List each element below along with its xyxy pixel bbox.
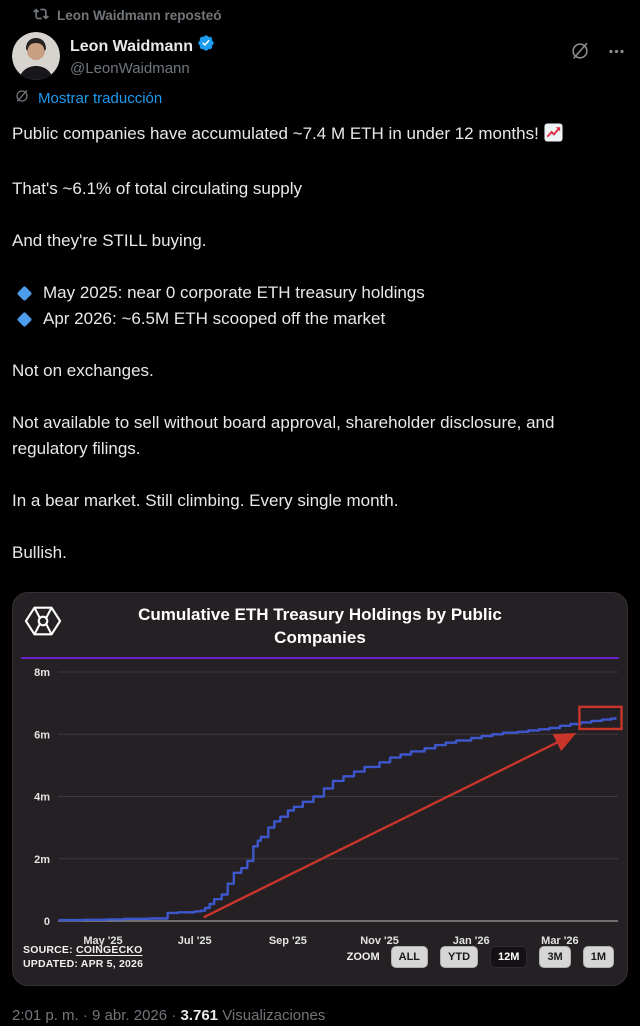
trend-arrow: [203, 733, 577, 919]
chart-header: Cumulative ETH Treasury Holdings by Publ…: [13, 593, 627, 651]
x-tick-label: Jan '26: [453, 935, 490, 947]
paragraph-6: In a bear market. Still climbing. Every …: [12, 491, 399, 510]
y-tick-label: 0: [44, 916, 50, 928]
chart-source: SOURCE: COINGECKO UPDATED: APR 5, 2026: [23, 944, 144, 970]
zoom-all-button[interactable]: ALL: [390, 946, 429, 968]
translate-label: Mostrar traducción: [38, 89, 163, 107]
repost-label: Leon Waidmann reposteó: [57, 8, 222, 23]
user-names: Leon Waidmann @LeonWaidmann: [70, 32, 569, 79]
highlight-box: [578, 705, 623, 731]
repost-icon: [33, 6, 49, 25]
translate-link[interactable]: Mostrar traducción: [14, 88, 628, 108]
chart-updated: UPDATED: APR 5, 2026: [23, 958, 144, 970]
zoom-buttons: ALL YTD 12M 3M 1M: [390, 946, 614, 968]
blue-diamond-icon: [16, 311, 33, 327]
zoom-1m-button[interactable]: 1M: [582, 946, 614, 968]
paragraph-4: Not on exchanges.: [12, 361, 154, 380]
x-tick-label: Sep '25: [269, 935, 307, 947]
verified-badge-icon: [197, 34, 215, 58]
treasury-holdings-chart: 8m 6m 4m 2m 0 May '25 Jul '25 Sep '25 Nov '25 Jan…: [34, 667, 623, 947]
tweet-meta: 2:01 p. m. · 9 abr. 2026 · 3.761 Visuali…: [12, 1007, 326, 1024]
views-label: Visualizaciones: [222, 1007, 326, 1024]
source-link: COINGECKO: [75, 944, 143, 956]
x-tick-label: May '25: [83, 935, 122, 947]
y-tick-label: 8m: [34, 667, 50, 679]
header-actions: [569, 32, 628, 67]
y-tick-label: 2m: [34, 854, 50, 866]
x-tick-label: Mar '26: [541, 935, 578, 947]
grok-translate-icon: [14, 88, 30, 108]
chart-title: Cumulative ETH Treasury Holdings by Publ…: [138, 605, 502, 647]
chart-logo-icon: [24, 602, 62, 645]
y-tick-label: 6m: [34, 729, 50, 741]
chart-footer: SOURCE: COINGECKO UPDATED: APR 5, 2026 Z…: [13, 943, 627, 971]
tweet-body: Public companies have accumulated ~7.4 M…: [12, 121, 628, 566]
bullet-item: Apr 2026: ~6.5M ETH scooped off the mark…: [12, 306, 628, 332]
holdings-line: [58, 716, 617, 922]
chart-media-card[interactable]: Cumulative ETH Treasury Holdings by Publ…: [12, 592, 628, 986]
paragraph-7: Bullish.: [12, 543, 67, 562]
chart-divider: [21, 657, 619, 659]
display-name[interactable]: Leon Waidmann: [70, 37, 193, 55]
zoom-3m-button[interactable]: 3M: [539, 946, 571, 968]
bullet-text: May 2025: near 0 corporate ETH treasury …: [43, 283, 425, 302]
blue-diamond-icon: [16, 285, 33, 301]
views-count: 3.761: [180, 1007, 219, 1024]
paragraph-5: Not available to sell without board appr…: [12, 413, 555, 458]
x-tick-label: Jul '25: [178, 935, 212, 947]
tweet-date: 9 abr. 2026: [92, 1007, 168, 1024]
avatar[interactable]: [12, 32, 60, 80]
grok-button[interactable]: [569, 40, 591, 67]
user-header: Leon Waidmann @LeonWaidmann: [12, 32, 628, 80]
paragraph-1: Public companies have accumulated ~7.4 M…: [12, 121, 628, 150]
zoom-controls: ZOOM ALL YTD 12M 3M 1M: [347, 946, 614, 968]
paragraph-3: And they're STILL buying.: [12, 231, 207, 250]
bullet-text: Apr 2026: ~6.5M ETH scooped off the mark…: [43, 309, 386, 328]
y-tick-label: 4m: [34, 792, 50, 804]
bullet-item: May 2025: near 0 corporate ETH treasury …: [12, 280, 628, 306]
user-handle[interactable]: @LeonWaidmann: [70, 60, 190, 77]
zoom-ytd-button[interactable]: YTD: [440, 946, 479, 968]
zoom-label: ZOOM: [346, 951, 380, 963]
x-tick-label: Nov '25: [360, 935, 399, 947]
more-button[interactable]: [607, 42, 626, 66]
paragraph-2: That's ~6.1% of total circulating supply: [12, 179, 303, 198]
tweet-time: 2:01 p. m.: [12, 1007, 79, 1024]
repost-header: Leon Waidmann reposteó: [12, 6, 628, 25]
zoom-12m-button[interactable]: 12M: [490, 946, 528, 968]
bullet-list: May 2025: near 0 corporate ETH treasury …: [12, 280, 628, 332]
chart-increasing-emoji: [544, 123, 563, 150]
